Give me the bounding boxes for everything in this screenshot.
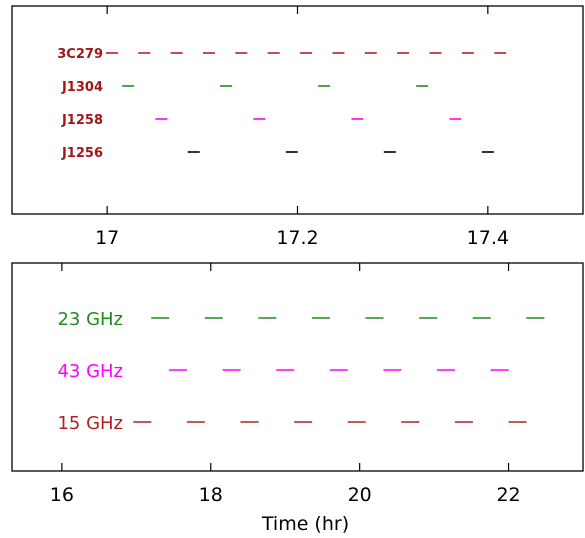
series-label: 3C279 <box>57 47 103 62</box>
series-label: 15 GHz <box>57 413 123 434</box>
plot-frame <box>11 5 584 215</box>
x-tick-label: 16 <box>50 484 74 506</box>
x-tick-label: 17.4 <box>467 227 509 249</box>
x-tick-label: 18 <box>199 484 223 506</box>
x-tick-label: 22 <box>496 484 520 506</box>
bottom-panel: 16 18 20 22 23 GHz 43 GHz 15 GHz Time (hr) <box>11 262 584 535</box>
x-tick-label: 17 <box>95 227 119 249</box>
series-label: J1256 <box>61 146 103 161</box>
series-label: J1304 <box>61 80 103 95</box>
x-tick-label: 17.2 <box>276 227 318 249</box>
plot-frame <box>11 262 584 472</box>
series-label: 23 GHz <box>57 309 123 330</box>
x-axis-label: Time (hr) <box>261 513 349 535</box>
series-label: J1258 <box>61 113 103 128</box>
top-panel: 17 17.2 17.4 3C279 J1304 J1258 J1256 <box>11 5 584 249</box>
series-label: 43 GHz <box>57 361 123 382</box>
x-tick-label: 20 <box>348 484 372 506</box>
